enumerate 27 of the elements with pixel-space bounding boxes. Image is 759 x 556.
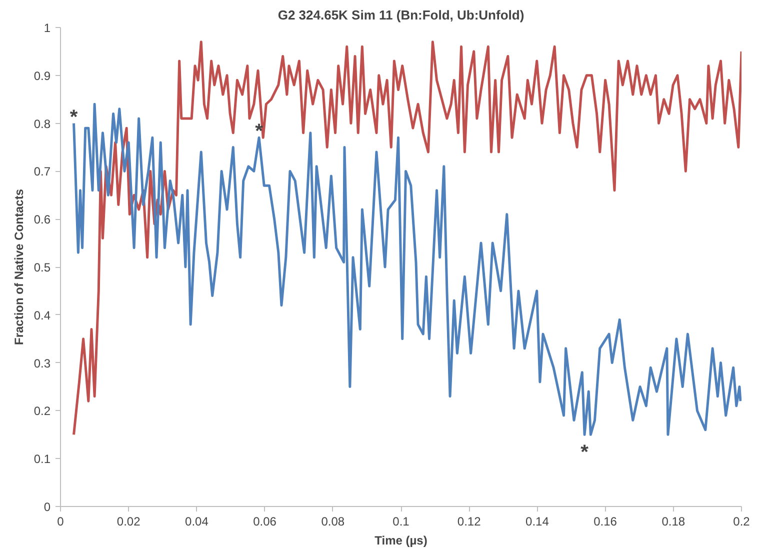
y-axis-title: Fraction of Native Contacts	[12, 188, 26, 346]
x-tick-label: 0.06	[253, 514, 277, 528]
y-tick-label: 0.4	[34, 308, 51, 322]
y-tick-label: 0.1	[34, 452, 51, 466]
y-tick-label: 0.7	[34, 164, 51, 179]
y-tick-label: 0.6	[34, 212, 51, 227]
x-tick-label: 0.02	[116, 514, 141, 528]
annotation: *	[70, 106, 78, 128]
y-tick-label: 0.5	[34, 260, 51, 274]
y-tick-label: 0.8	[34, 116, 51, 131]
x-tick-label: 0.2	[733, 514, 750, 528]
y-tick-label: 0.3	[34, 356, 51, 370]
x-tick-label: 0.14	[526, 514, 550, 528]
x-tick-label: 0.1	[392, 514, 410, 528]
x-tick-label: 0.04	[185, 514, 209, 528]
chart-title: G2 324.65K Sim 11 (Bn:Fold, Ub:Unfold)	[278, 8, 524, 22]
x-axis-title: Time (µs)	[374, 534, 428, 548]
x-tick-label: 0.12	[457, 514, 482, 528]
annotation: *	[580, 442, 589, 464]
y-tick-label: 0.2	[34, 404, 51, 418]
x-tick-label: 0.16	[594, 514, 618, 528]
x-tick-label: 0.18	[662, 514, 686, 528]
y-tick-label: 0.9	[34, 68, 51, 83]
y-tick-label: 1	[44, 21, 51, 35]
x-tick-label: 0	[57, 514, 64, 528]
y-tick-label: 0	[44, 500, 51, 514]
x-tick-label: 0.08	[321, 514, 345, 528]
